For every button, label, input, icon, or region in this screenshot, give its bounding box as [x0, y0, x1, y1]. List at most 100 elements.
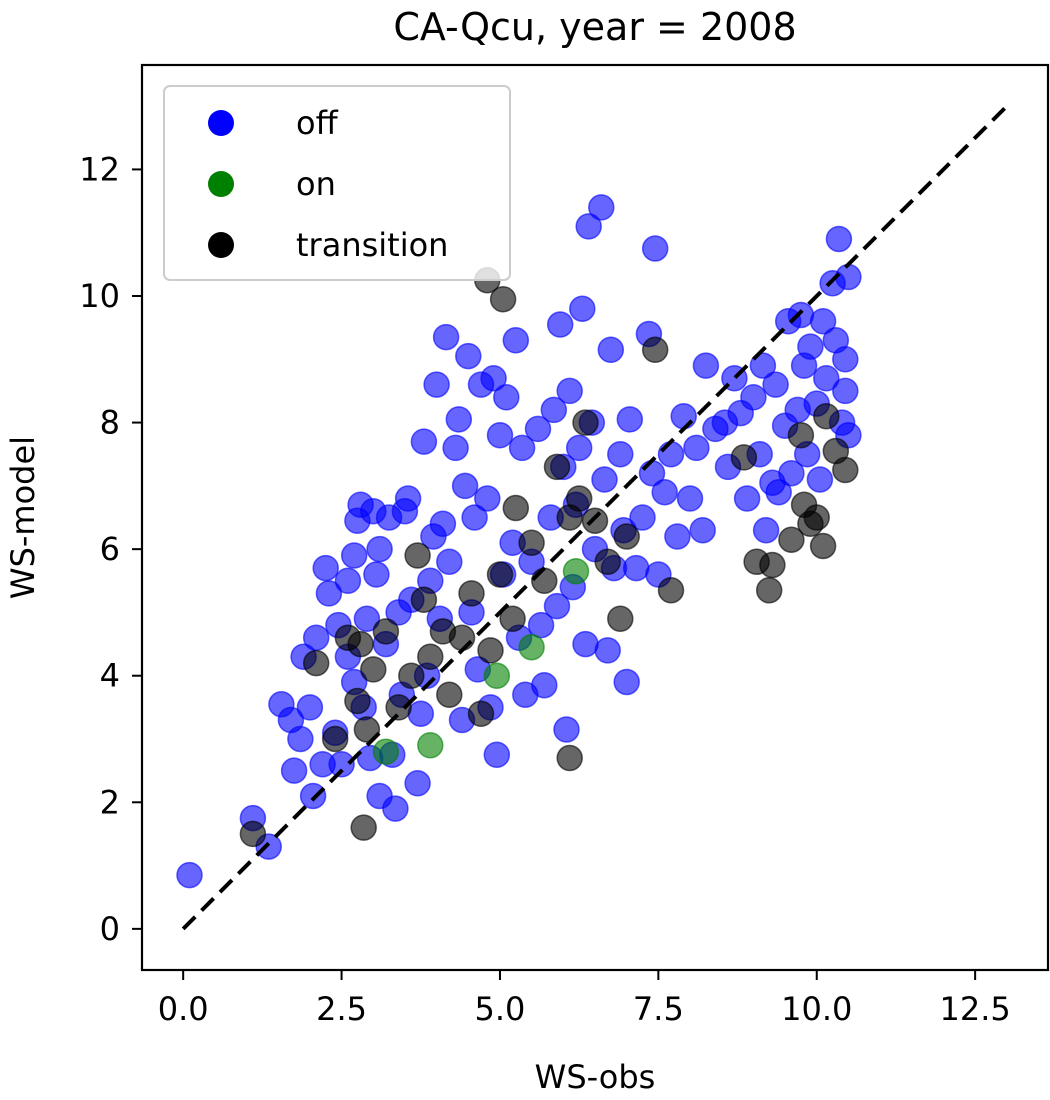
data-point-on — [518, 633, 545, 661]
data-point-transition — [486, 561, 514, 588]
y-tick-label: 4 — [100, 657, 120, 695]
data-point-off — [312, 554, 339, 582]
data-point-off — [565, 434, 593, 462]
data-point-transition — [467, 700, 495, 727]
data-point-transition — [499, 605, 526, 633]
data-point-off — [296, 694, 324, 721]
data-point-transition — [787, 421, 815, 449]
data-point-off — [474, 485, 501, 512]
data-point-on — [562, 558, 590, 585]
y-tick-label: 2 — [100, 783, 120, 821]
y-tick-label: 8 — [100, 404, 120, 442]
data-point-off — [543, 592, 571, 620]
data-point-off — [432, 323, 460, 351]
data-point-transition — [489, 285, 517, 313]
data-point-off — [556, 377, 583, 405]
data-point-transition — [353, 716, 381, 743]
data-point-off — [825, 225, 853, 253]
data-point-transition — [321, 725, 349, 753]
x-tick-label: 12.5 — [940, 990, 1011, 1028]
data-point-off — [363, 561, 390, 588]
data-point-transition — [778, 526, 805, 553]
data-point-transition — [657, 577, 685, 604]
data-point-off — [797, 333, 824, 360]
chart-title: CA-Qcu, year = 2008 — [393, 5, 796, 49]
data-point-off — [835, 263, 862, 291]
data-point-off — [280, 757, 308, 784]
data-point-off — [832, 377, 859, 405]
data-point-off — [641, 235, 669, 262]
data-point-off — [832, 346, 859, 373]
data-point-off — [546, 311, 574, 338]
data-point-off — [429, 510, 457, 538]
data-point-off — [629, 504, 656, 531]
y-axis-label: WS-model — [4, 436, 42, 599]
data-point-off — [480, 365, 507, 392]
data-point-transition — [581, 507, 609, 534]
data-point-transition — [565, 485, 593, 512]
legend-marker-off — [208, 110, 234, 136]
data-point-transition — [556, 744, 583, 772]
data-point-transition — [531, 567, 558, 595]
data-point-off — [683, 434, 710, 462]
data-point-transition — [613, 523, 640, 550]
data-point-off — [176, 861, 203, 889]
data-point-transition — [347, 630, 374, 658]
data-point-off — [806, 466, 834, 493]
legend-marker-on — [208, 171, 234, 197]
reference-line — [181, 104, 1009, 931]
series-off-points — [176, 194, 862, 889]
data-point-off — [394, 485, 422, 512]
data-point-transition — [607, 605, 634, 633]
data-point-off — [787, 301, 815, 329]
data-point-transition — [360, 656, 387, 683]
data-point-off — [613, 668, 640, 696]
series-on-points — [372, 558, 590, 765]
data-point-off — [461, 504, 488, 531]
data-point-off — [733, 485, 761, 512]
data-point-off — [508, 434, 536, 462]
legend-entries: off on transition — [208, 104, 448, 264]
data-point-off — [353, 605, 381, 633]
data-point-off — [752, 516, 780, 544]
series-transition-points — [239, 266, 859, 848]
data-point-off — [689, 516, 716, 544]
data-point-transition — [410, 586, 438, 614]
data-point-off — [436, 548, 463, 576]
data-point-off — [334, 567, 362, 595]
data-point-transition — [809, 532, 837, 560]
data-point-on — [417, 732, 444, 759]
y-tick-label: 0 — [100, 910, 120, 948]
legend-label-transition: transition — [296, 226, 448, 264]
data-point-transition — [477, 637, 504, 664]
data-point-off — [493, 384, 520, 411]
data-point-off — [299, 782, 327, 810]
data-point-off — [575, 213, 602, 240]
data-point-off — [676, 485, 704, 512]
data-point-off — [407, 700, 435, 727]
data-point-off — [527, 611, 555, 639]
data-point-off — [778, 459, 805, 487]
data-point-on — [483, 662, 511, 689]
data-point-off — [591, 466, 618, 493]
legend-label-on: on — [296, 165, 336, 203]
data-point-off — [657, 440, 685, 468]
data-point-transition — [755, 577, 783, 604]
data-point-off — [442, 434, 469, 462]
data-point-transition — [518, 529, 545, 557]
data-point-off — [302, 624, 330, 651]
data-point-off — [287, 725, 314, 753]
data-point-off — [445, 406, 473, 433]
data-point-off — [572, 630, 599, 658]
data-point-off — [664, 523, 691, 550]
data-point-off — [616, 406, 644, 433]
data-point-off — [569, 295, 596, 322]
data-point-off — [670, 402, 697, 430]
y-tick-label: 6 — [100, 530, 120, 568]
data-point-transition — [344, 687, 371, 715]
x-axis-ticks: 0.0 2.5 5.0 7.5 10.0 12.5 — [158, 970, 1011, 1028]
data-point-off — [531, 671, 558, 699]
data-point-off — [404, 770, 431, 797]
